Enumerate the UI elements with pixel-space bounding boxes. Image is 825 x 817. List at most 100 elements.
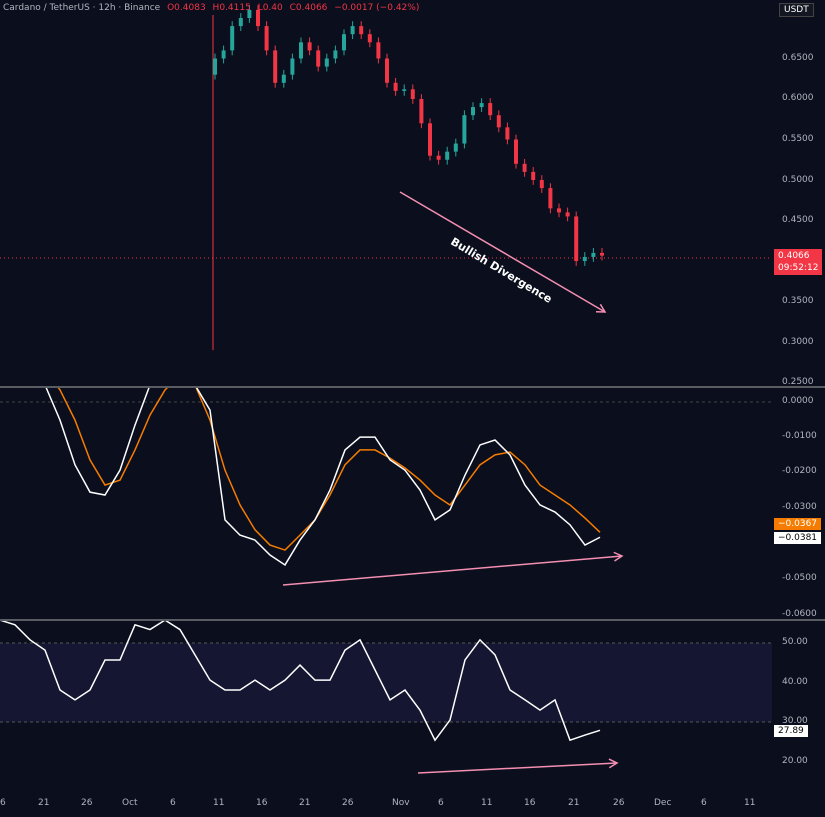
time-axis-label: 16	[256, 798, 268, 808]
candle	[385, 58, 389, 83]
time-axis-label: Nov	[392, 798, 410, 808]
candle	[264, 26, 269, 51]
time-axis-label: 6	[170, 798, 176, 808]
time-axis-label: Oct	[122, 798, 138, 808]
time-axis-label: 21	[38, 798, 50, 808]
oscillator-line	[45, 388, 601, 567]
price-axis-label: 0.6000	[782, 93, 814, 103]
candle	[281, 74, 286, 83]
candle	[539, 180, 544, 189]
time-axis-label: 11	[213, 798, 225, 808]
candle	[359, 26, 364, 35]
time-axis-label: 26	[613, 798, 625, 808]
candle	[256, 9, 260, 27]
candle	[230, 26, 235, 51]
low-value: L0.40	[257, 3, 283, 13]
candle	[324, 58, 329, 67]
price-axis-label: 0.3500	[782, 296, 814, 306]
candle	[342, 34, 346, 51]
candle	[496, 115, 501, 128]
change-value: −0.0017 (−0.42%)	[334, 3, 420, 13]
currency-button[interactable]: USDT	[779, 3, 814, 17]
candle	[273, 50, 278, 83]
candle	[247, 9, 252, 18]
candle	[574, 216, 579, 261]
time-axis-label: 21	[299, 798, 311, 808]
candle	[213, 58, 217, 75]
rsi-axis-label: 30.00	[782, 716, 808, 726]
open-value: O0.4083	[167, 3, 206, 13]
candle	[238, 18, 243, 27]
osc-axis-label: -0.0500	[782, 573, 817, 583]
price-tag: 0.4066 09:52:12	[774, 249, 823, 275]
price-axis-label: 0.6500	[782, 53, 814, 63]
candle	[402, 89, 407, 91]
price-axis-label: 0.3000	[782, 337, 814, 347]
symbol-name[interactable]: Cardano / TetherUS · 12h · Binance	[3, 3, 161, 13]
arrow-head-icon	[608, 758, 619, 769]
signal-line	[57, 388, 601, 551]
candle	[488, 103, 493, 116]
candle	[333, 50, 338, 59]
arrow-head-icon	[595, 303, 607, 313]
osc-axis-label: -0.0600	[782, 609, 817, 619]
candle	[307, 42, 312, 51]
candle	[600, 252, 604, 256]
rsi-axis-label: 20.00	[782, 756, 808, 766]
time-axis-label: Dec	[654, 798, 672, 808]
candle	[591, 252, 596, 257]
rsi-axis-label: 40.00	[782, 677, 808, 687]
candle	[290, 58, 295, 75]
white-line-tag: −0.0381	[774, 532, 822, 544]
symbol-legend: Cardano / TetherUS · 12h · Binance O0.40…	[3, 3, 419, 13]
rsi-axis-label: 50.00	[782, 637, 808, 647]
candle	[419, 99, 424, 124]
candle	[522, 163, 527, 172]
candle	[548, 188, 553, 209]
rsi-band	[0, 643, 772, 722]
high-value: H0.4115	[212, 3, 251, 13]
time-axis-label: 6	[438, 798, 444, 808]
time-axis-label: 11	[481, 798, 493, 808]
candle	[453, 143, 458, 152]
time-axis-label: 11	[744, 798, 756, 808]
time-axis-label: 26	[81, 798, 93, 808]
candle	[531, 171, 536, 180]
osc-axis-label: -0.0200	[782, 466, 817, 476]
candle	[471, 107, 475, 116]
time-axis-label: 6	[0, 798, 6, 808]
divergence-arrow	[399, 191, 606, 313]
price-axis-label: 0.4500	[782, 215, 814, 225]
bar-countdown: 09:52:12	[778, 263, 819, 273]
time-axis-label: 21	[568, 798, 580, 808]
candle	[436, 155, 441, 160]
arrow-head-icon	[613, 551, 624, 562]
last-price: 0.4066	[778, 251, 810, 261]
rsi-line	[0, 621, 601, 742]
time-axis-label: 26	[342, 798, 354, 808]
divergence-arrow	[417, 762, 618, 774]
candle	[582, 256, 587, 261]
price-axis-label: 0.2500	[782, 377, 814, 387]
price-axis-label: 0.5500	[782, 134, 814, 144]
price-axis-label: 0.5000	[782, 175, 814, 185]
candle	[557, 208, 561, 213]
candle	[376, 42, 381, 59]
candle	[565, 212, 570, 217]
rsi-tag: 27.89	[774, 725, 808, 737]
close-value: C0.4066	[289, 3, 328, 13]
candle	[410, 89, 415, 99]
candle	[299, 42, 303, 59]
candle	[221, 50, 226, 59]
candle	[350, 26, 355, 35]
candle	[393, 82, 398, 91]
candle	[505, 127, 510, 140]
divergence-arrow	[282, 555, 623, 586]
time-axis-label: 16	[524, 798, 536, 808]
osc-axis-label: -0.0300	[782, 502, 817, 512]
candle	[428, 123, 432, 156]
candle	[462, 115, 467, 144]
candle	[514, 139, 518, 164]
